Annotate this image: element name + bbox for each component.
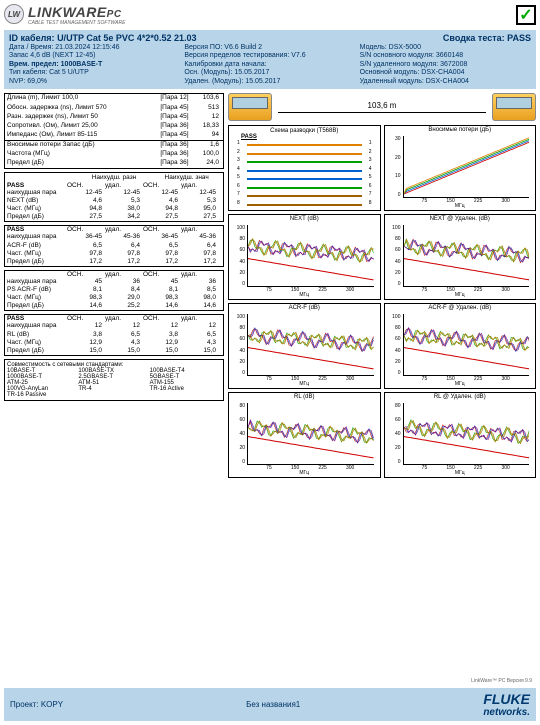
- chart: ACR-F (dB) 100806040200 75150225300 МГц: [228, 303, 381, 389]
- chart: NEXT (dB) 100806040200 75150225300 МГц: [228, 214, 381, 300]
- tester-diagram: 103,6 m: [228, 93, 536, 121]
- chart: ACR-F @ Удален. (dB) 100806040200 751502…: [384, 303, 537, 389]
- measure-block: PASSОСН.удал.ОСН.удал.наихудшая пара1212…: [4, 314, 224, 356]
- info-band: ID кабеля: U/UTP Cat 5e PVC 4*2*0.52 21.…: [4, 30, 536, 89]
- chart: NEXT @ Удален. (dB) 100806040200 7515022…: [384, 214, 537, 300]
- chart: Вносимые потери (дБ) 3020100 75150225300…: [384, 125, 537, 211]
- logo: LW LINKWAREPC CABLE TEST MANAGEMENT SOFT…: [4, 4, 125, 26]
- wiremap-chart: Схема разводки (T568B)PASS: [228, 125, 381, 211]
- version-note: LinkWare™ PC Версия 9.9: [4, 678, 536, 684]
- measure-block: PASSОСН.удал.ОСН.удал.наихудшая пара36-4…: [4, 225, 224, 267]
- tester-main-icon: [228, 93, 272, 121]
- params-table: Длина (m), Лимит 100,0[Пара 12]103,6Обос…: [4, 93, 224, 169]
- chart: RL (dB) 806040200 75150225300 МГц: [228, 392, 381, 478]
- measure-block: ОСН.удал.ОСН.удал.наихудшая пара45364536…: [4, 270, 224, 312]
- header: LW LINKWAREPC CABLE TEST MANAGEMENT SOFT…: [4, 4, 536, 26]
- chart: RL @ Удален. (dB) 806040200 75150225300 …: [384, 392, 537, 478]
- logo-badge: LW: [4, 4, 24, 24]
- result-check-icon: ✓: [516, 5, 536, 25]
- standards-block: Совместимость с сетевыми стандартами: 10…: [4, 359, 224, 401]
- footer: Проект: KOPY Без названия1 FLUKEnetworks…: [4, 688, 536, 721]
- tester-remote-icon: [492, 93, 536, 121]
- measure-block: Наихудш. разнНаихудш. значPASSОСН.удал.О…: [4, 172, 224, 223]
